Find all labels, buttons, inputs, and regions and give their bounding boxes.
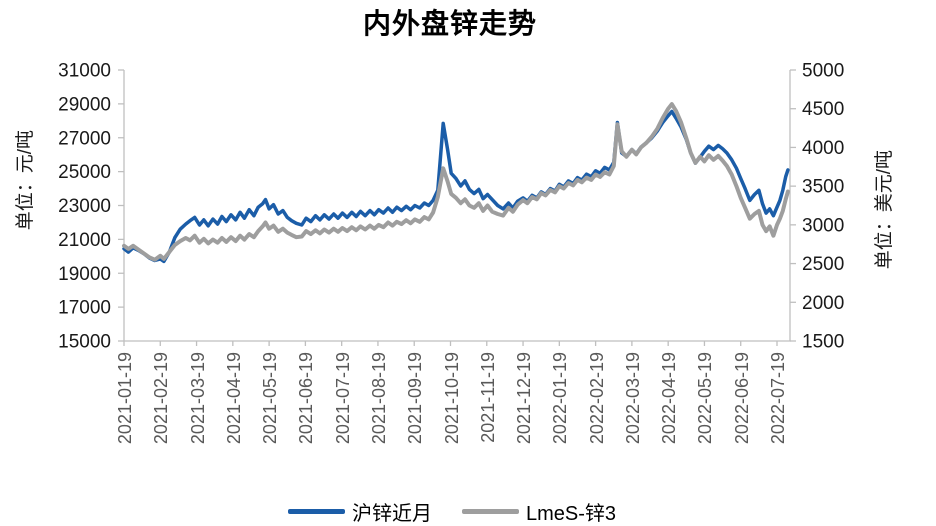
y-tick-label-left: 29000 [58, 94, 111, 115]
y-tick-label-left: 31000 [58, 61, 111, 82]
legend-line-swatch-blue [287, 509, 345, 514]
legend-label: LmeS-锌3 [525, 503, 617, 525]
y-tick-label-left: 15000 [58, 332, 111, 353]
y-tick-label-left: 19000 [58, 264, 111, 285]
series-line-1 [122, 102, 790, 262]
y-tick-label-right: 4000 [802, 138, 844, 159]
y-tick-label-right: 2500 [802, 254, 844, 275]
y-tick-label-right: 1500 [802, 332, 844, 353]
legend: 沪锌近月 LmeS-锌3 [0, 497, 920, 526]
legend-label: 沪锌近月 [351, 503, 432, 525]
legend-item-lme-zinc: LmeS-锌3 [461, 497, 617, 526]
y-tick-label-left: 25000 [58, 162, 111, 183]
y-tick-label-left: 21000 [58, 230, 111, 251]
y-tick-label-right: 4500 [802, 99, 844, 120]
y-tick-label-right: 3500 [802, 177, 844, 198]
y-tick-label-right: 2000 [802, 293, 844, 314]
y-tick-label-right: 5000 [802, 61, 844, 82]
legend-line-swatch-gray [461, 509, 519, 514]
y-tick-label-left: 17000 [58, 298, 111, 319]
chart-title: 内外盘锌走势 [362, 8, 537, 39]
y-tick-label-right: 3000 [802, 215, 844, 236]
y-tick-label-left: 23000 [58, 196, 111, 217]
y-tick-label-left: 27000 [58, 128, 111, 149]
legend-item-shfe-zinc: 沪锌近月 [287, 497, 432, 526]
